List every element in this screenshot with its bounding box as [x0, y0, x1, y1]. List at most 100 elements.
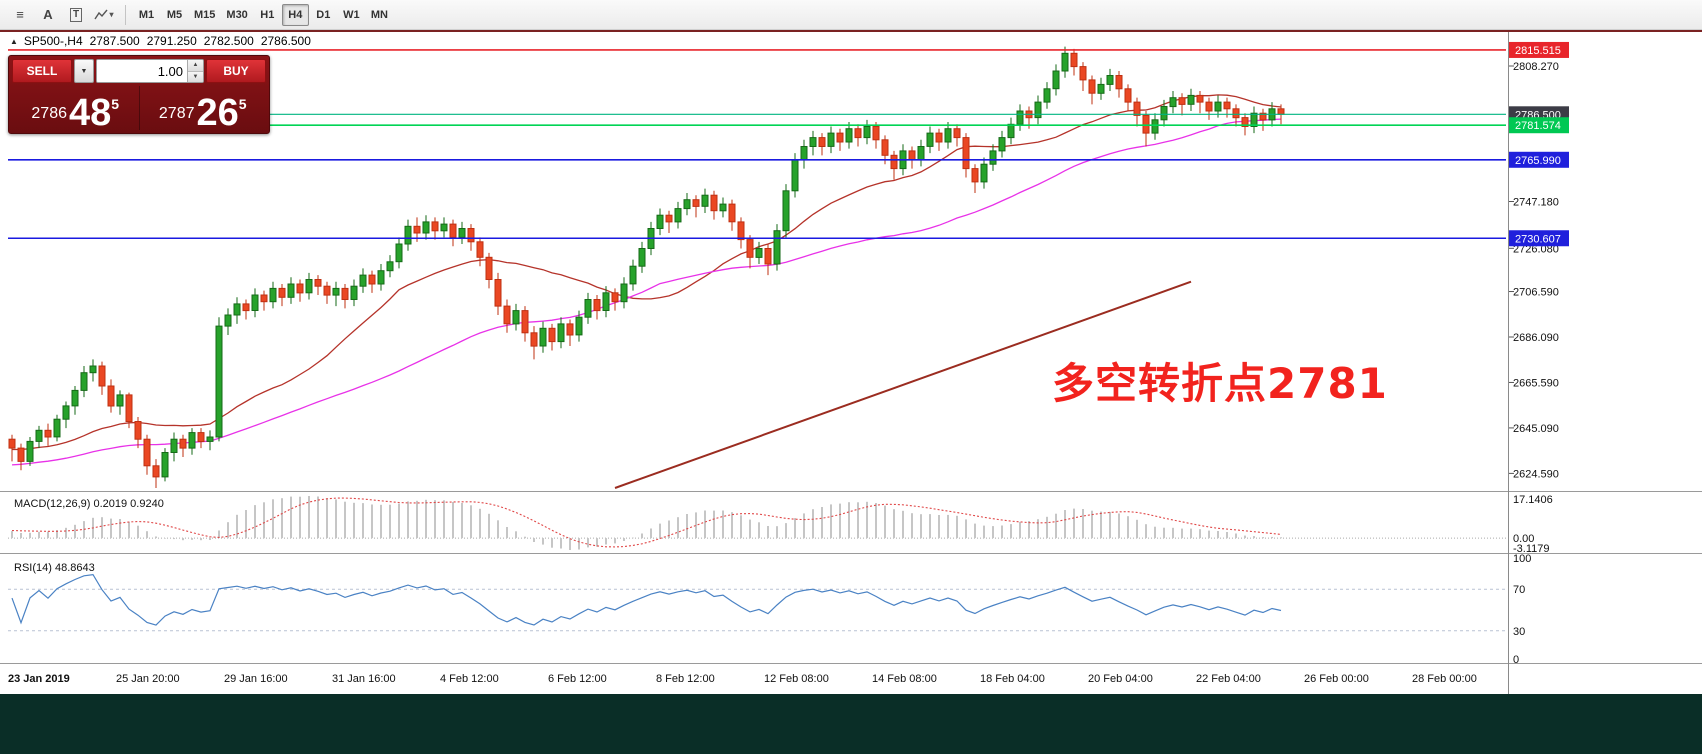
rsi-label: RSI(14) 48.8643	[14, 562, 95, 574]
price-axis[interactable]: 2808.270 2747.180 2726.080 2706.590 2686.090…	[1509, 41, 1569, 480]
ma-line-21	[12, 94, 1282, 451]
order-type-dropdown[interactable]: ▼	[74, 59, 94, 83]
moving-averages	[11, 94, 1282, 466]
macd-signal-line	[11, 497, 1282, 548]
rsi-line	[11, 573, 1282, 626]
timeframe-button-h1[interactable]: H1	[254, 4, 281, 26]
bid-main: 2786	[31, 105, 67, 122]
timeframe-button-m30[interactable]: M30	[221, 4, 252, 26]
timeframe-button-m1[interactable]: M1	[133, 4, 160, 26]
lot-size-field: ▲ ▼	[96, 59, 204, 83]
toolbar-separator	[125, 4, 126, 25]
symbol-period-label: SP500-,H4	[23, 34, 83, 48]
candlestick-series	[8, 46, 1285, 488]
bid-big: 48	[69, 92, 112, 134]
lot-decrease-button[interactable]: ▼	[188, 71, 203, 82]
text-tool-glyph: T	[69, 7, 83, 22]
draw-tools-glyph	[94, 9, 109, 19]
price-badge-2815.515: 2815.515	[1509, 41, 1569, 58]
ask-price: 2787 26 5	[138, 86, 267, 134]
svg-text:20 Feb 04:00: 20 Feb 04:00	[1088, 673, 1153, 685]
svg-text:0.00: 0.00	[1513, 533, 1534, 545]
timeframe-button-m15[interactable]: M15	[189, 4, 220, 26]
ohlc-open: 2787.500	[89, 34, 140, 48]
svg-text:2624.590: 2624.590	[1513, 468, 1559, 480]
macd-label: MACD(12,26,9) 0.2019 0.9240	[14, 498, 164, 510]
ma-line-50	[11, 118, 1282, 466]
svg-text:23 Jan 2019: 23 Jan 2019	[8, 673, 70, 685]
oct-toggle-icon[interactable]: ▲	[10, 36, 18, 46]
chart-header: ▲ SP500-,H4 2787.500 2791.250 2782.500 2…	[10, 34, 311, 48]
trendline[interactable]	[614, 280, 1192, 489]
svg-text:2706.590: 2706.590	[1513, 287, 1559, 299]
svg-text:8 Feb 12:00: 8 Feb 12:00	[656, 673, 715, 685]
timeframe-toolbar: M1 M5 M15 M30 H1 H4 D1 W1 MN	[133, 3, 393, 26]
lot-increase-button[interactable]: ▲	[188, 60, 203, 72]
time-axis[interactable]: 23 Jan 2019 25 Jan 20:00 29 Jan 16:00 31 Ja…	[8, 673, 1477, 685]
svg-text:70: 70	[1513, 584, 1525, 596]
svg-text:4 Feb 12:00: 4 Feb 12:00	[440, 673, 499, 685]
svg-text:2815.515: 2815.515	[1515, 45, 1561, 57]
svg-text:30: 30	[1513, 626, 1525, 638]
macd-panel: MACD(12,26,9) 0.2019 0.9240 17.1406 0.00-3…	[8, 494, 1553, 555]
ask-main: 2787	[158, 105, 195, 122]
svg-text:2726.080: 2726.080	[1513, 243, 1559, 255]
timeframe-button-m5[interactable]: M5	[161, 4, 188, 26]
svg-text:2781.574: 2781.574	[1515, 120, 1561, 132]
text-tool-icon[interactable]: T	[62, 3, 90, 27]
oct-controls-row: SELL ▼ ▲ ▼ BUY	[12, 59, 266, 83]
svg-text:6 Feb 12:00: 6 Feb 12:00	[548, 673, 607, 685]
svg-text:2645.090: 2645.090	[1513, 423, 1559, 435]
toolbar: ≡ A T ▾ M1 M5 M15 M30 H1 H4 D1 W1 MN	[0, 0, 1702, 30]
timeframe-button-mn[interactable]: MN	[366, 4, 393, 26]
chart-annotation-text[interactable]: 多空转折点2781	[1052, 359, 1388, 408]
font-tool-icon[interactable]: A	[43, 7, 53, 22]
price-badge-2765.990: 2765.990	[1509, 151, 1569, 168]
timeframe-button-w1[interactable]: W1	[338, 4, 365, 26]
price-badge-2730.607: 2730.607	[1509, 230, 1569, 247]
svg-text:25 Jan 20:00: 25 Jan 20:00	[116, 673, 180, 685]
sell-button[interactable]: SELL	[12, 59, 72, 83]
svg-text:28 Feb 00:00: 28 Feb 00:00	[1412, 673, 1477, 685]
svg-text:100: 100	[1513, 553, 1531, 565]
svg-text:29 Jan 16:00: 29 Jan 16:00	[224, 673, 288, 685]
one-click-trading-panel: SELL ▼ ▲ ▼ BUY 2786 48 5 278	[8, 55, 270, 134]
svg-text:17.1406: 17.1406	[1513, 494, 1553, 506]
timeframe-button-h4[interactable]: H4	[281, 3, 309, 26]
timeframe-button-d1[interactable]: D1	[310, 4, 337, 26]
oct-prices-row: 2786 48 5 2787 26 5	[12, 86, 267, 134]
svg-text:18 Feb 04:00: 18 Feb 04:00	[980, 673, 1045, 685]
svg-text:2808.270: 2808.270	[1513, 61, 1559, 73]
svg-text:-3.1179: -3.1179	[1513, 543, 1550, 555]
svg-text:0: 0	[1513, 654, 1519, 666]
svg-text:14 Feb 08:00: 14 Feb 08:00	[872, 673, 937, 685]
svg-text:31 Jan 16:00: 31 Jan 16:00	[332, 673, 396, 685]
draw-tools-caret-icon: ▾	[109, 10, 114, 19]
svg-text:2765.990: 2765.990	[1515, 155, 1561, 167]
svg-text:2665.590: 2665.590	[1513, 377, 1559, 389]
buy-button[interactable]: BUY	[206, 59, 266, 83]
rsi-panel: RSI(14) 48.8643 100 70 30 0	[8, 553, 1531, 666]
svg-text:2730.607: 2730.607	[1515, 233, 1561, 245]
ask-sup: 5	[238, 96, 247, 112]
bid-price: 2786 48 5	[12, 86, 139, 134]
chart-canvas: 2808.270 2747.180 2726.080 2706.590 2686.090…	[0, 30, 1702, 694]
lot-spinner: ▲ ▼	[187, 60, 203, 82]
svg-text:12 Feb 08:00: 12 Feb 08:00	[764, 673, 829, 685]
price-badge-2781.574: 2781.574	[1509, 117, 1569, 134]
svg-text:26 Feb 00:00: 26 Feb 00:00	[1304, 673, 1369, 685]
bottom-dark-panel	[0, 694, 1702, 754]
svg-text:22 Feb 04:00: 22 Feb 04:00	[1196, 673, 1261, 685]
ask-big: 26	[196, 92, 239, 134]
svg-text:2686.090: 2686.090	[1513, 332, 1559, 344]
bid-sup: 5	[111, 96, 120, 112]
ohlc-low: 2782.500	[203, 34, 254, 48]
chart-area: 2808.270 2747.180 2726.080 2706.590 2686.090…	[0, 30, 1702, 694]
ohlc-high: 2791.250	[146, 34, 197, 48]
svg-text:2747.180: 2747.180	[1513, 197, 1559, 209]
lot-size-input[interactable]	[97, 60, 187, 82]
draw-tools-icon[interactable]: ▾	[90, 3, 118, 27]
ohlc-close: 2786.500	[260, 34, 311, 48]
chart-list-icon[interactable]: ≡	[16, 7, 24, 22]
